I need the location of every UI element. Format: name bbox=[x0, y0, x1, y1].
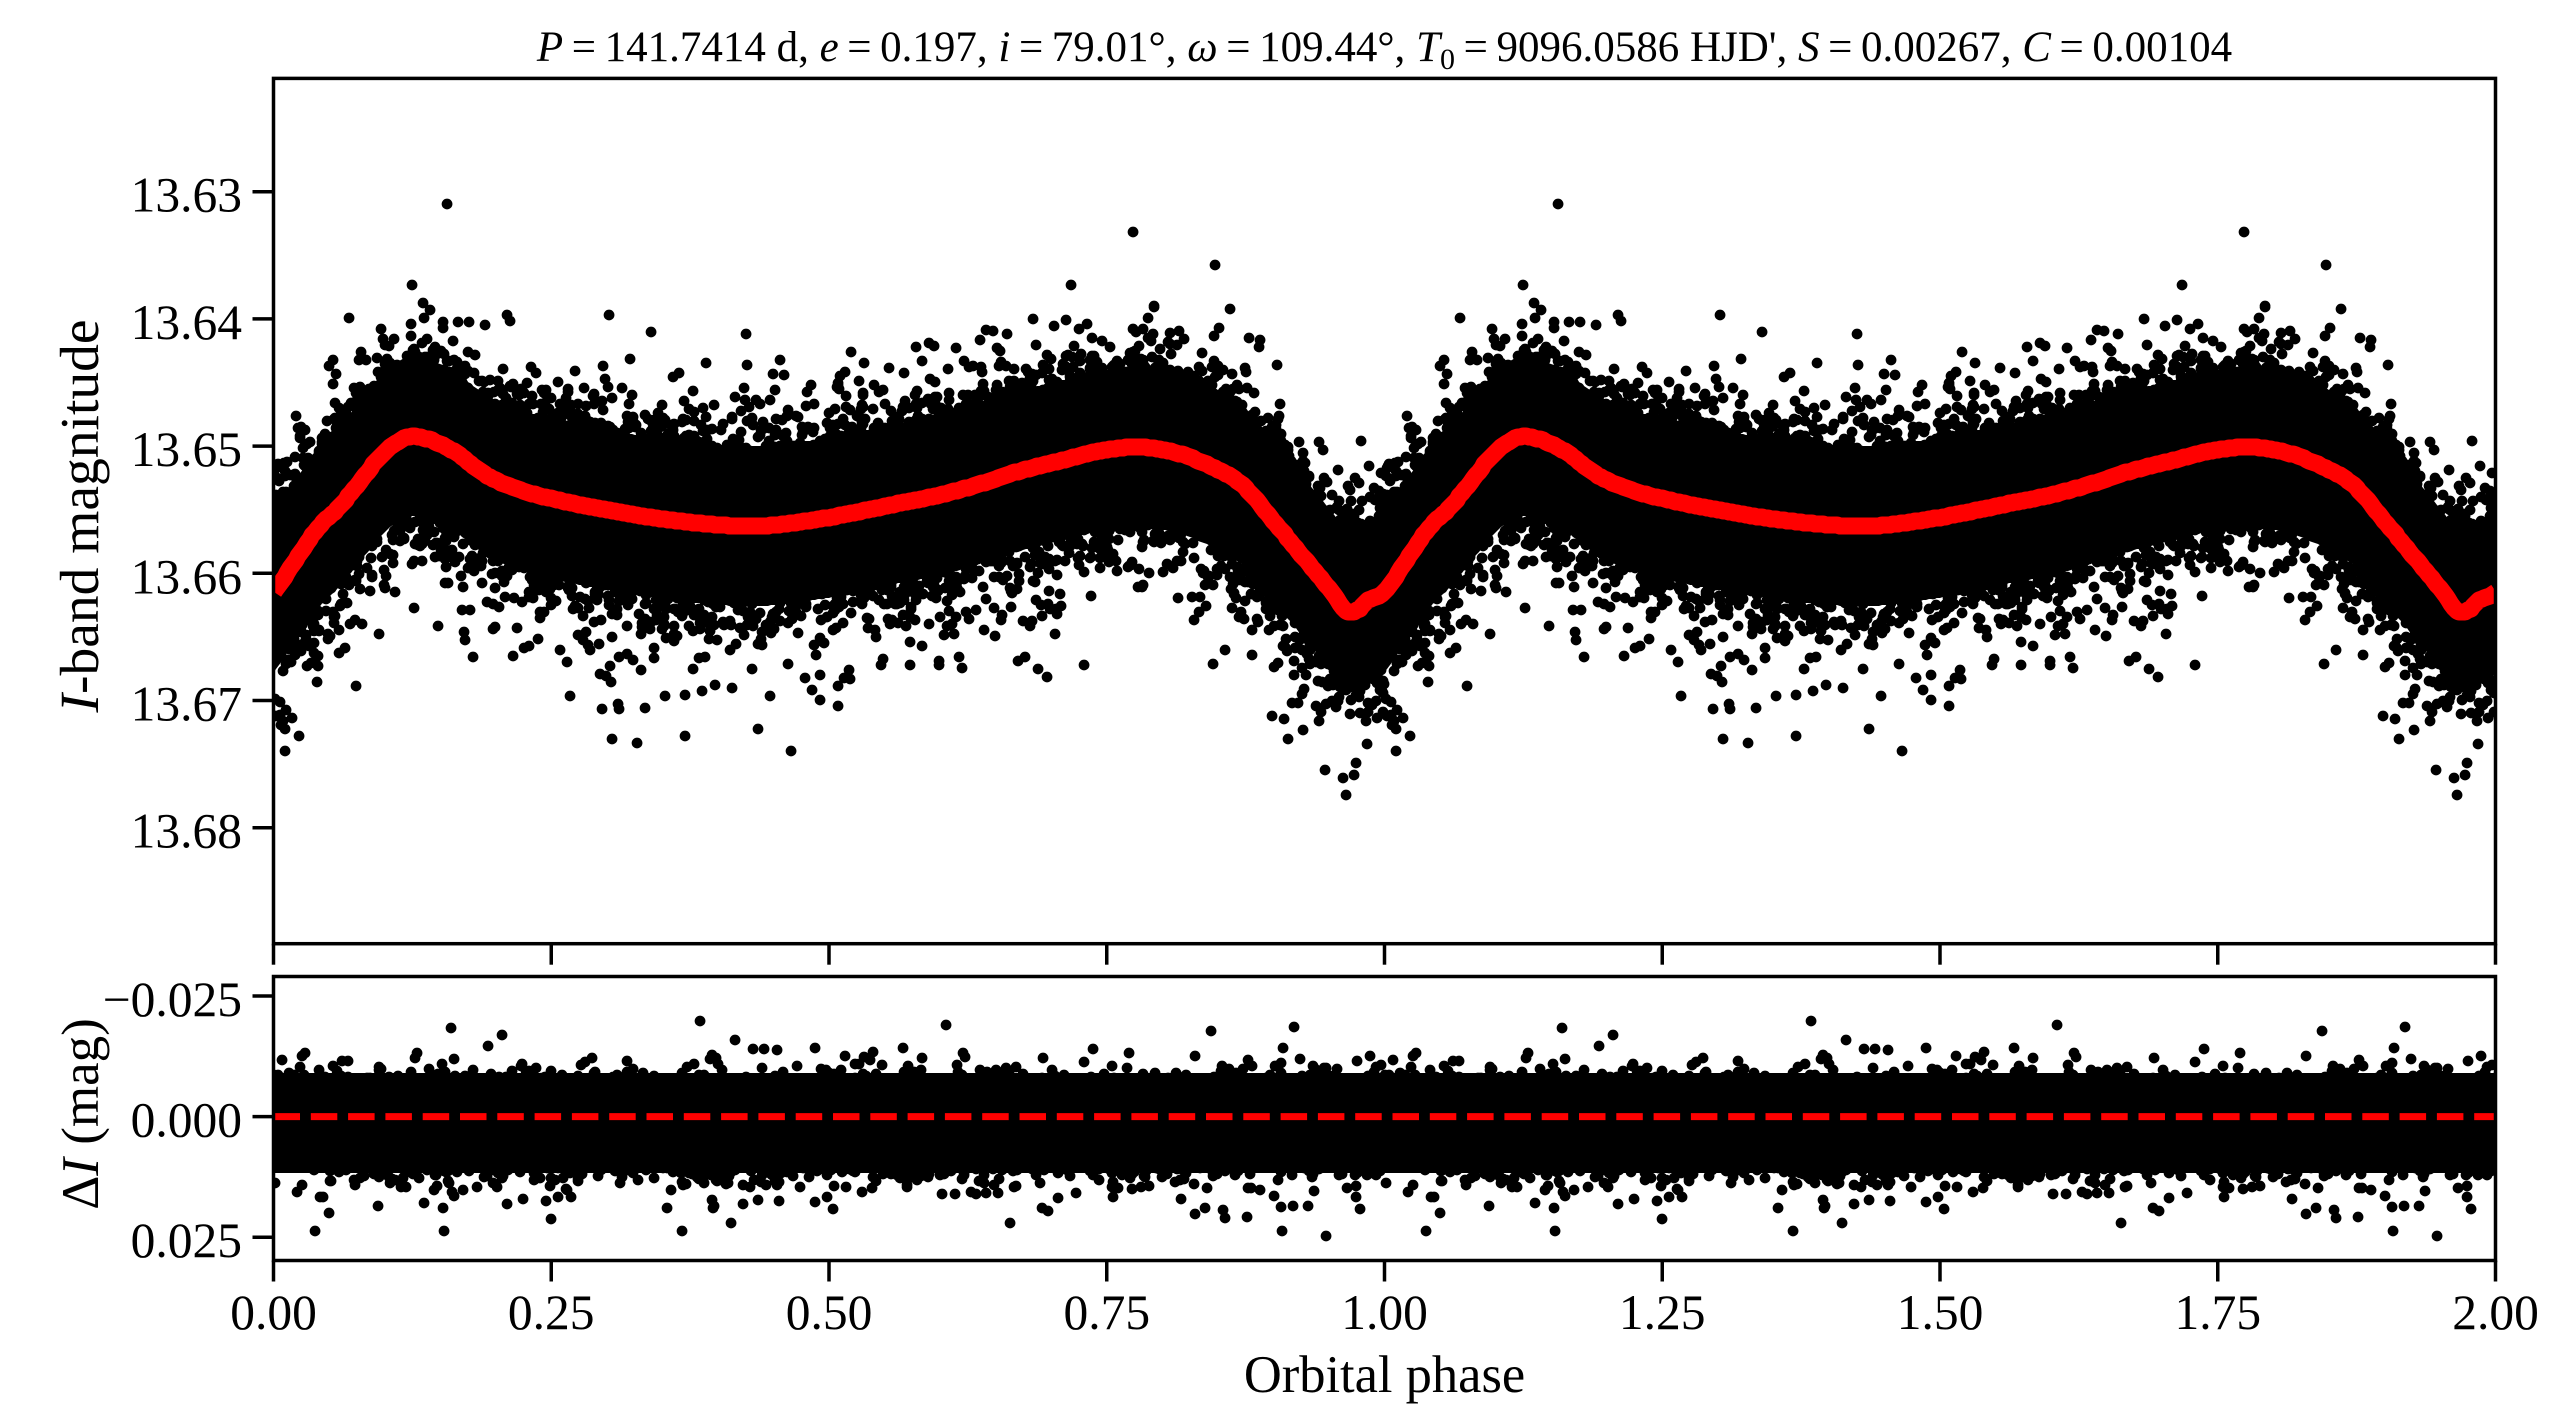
svg-text:I-band magnitude: I-band magnitude bbox=[50, 319, 111, 713]
svg-text:1.75: 1.75 bbox=[2174, 1285, 2261, 1340]
svg-text:0.50: 0.50 bbox=[786, 1285, 873, 1340]
svg-text:1.25: 1.25 bbox=[1619, 1285, 1706, 1340]
svg-text:0.00: 0.00 bbox=[230, 1285, 317, 1340]
svg-text:1.50: 1.50 bbox=[1897, 1285, 1984, 1340]
svg-text:−0.025: −0.025 bbox=[103, 972, 242, 1027]
svg-text:P = 141.7414 d, e = 0.197, i =: P = 141.7414 d, e = 0.197, i = 79.01°, ω… bbox=[536, 24, 2232, 76]
svg-text:2.00: 2.00 bbox=[2452, 1285, 2539, 1340]
svg-text:13.64: 13.64 bbox=[131, 295, 242, 350]
svg-text:13.68: 13.68 bbox=[131, 804, 242, 859]
svg-text:0.25: 0.25 bbox=[508, 1285, 595, 1340]
svg-text:0.000: 0.000 bbox=[131, 1093, 242, 1148]
svg-text:13.65: 13.65 bbox=[131, 422, 242, 477]
svg-text:ΔI (mag): ΔI (mag) bbox=[52, 1018, 110, 1210]
svg-text:13.66: 13.66 bbox=[131, 549, 242, 604]
svg-text:0.025: 0.025 bbox=[131, 1213, 242, 1268]
svg-text:13.67: 13.67 bbox=[131, 677, 242, 732]
svg-text:13.63: 13.63 bbox=[131, 168, 242, 223]
svg-text:1.00: 1.00 bbox=[1341, 1285, 1428, 1340]
svg-text:0.75: 0.75 bbox=[1063, 1285, 1150, 1340]
svg-text:Orbital phase: Orbital phase bbox=[1244, 1346, 1525, 1404]
